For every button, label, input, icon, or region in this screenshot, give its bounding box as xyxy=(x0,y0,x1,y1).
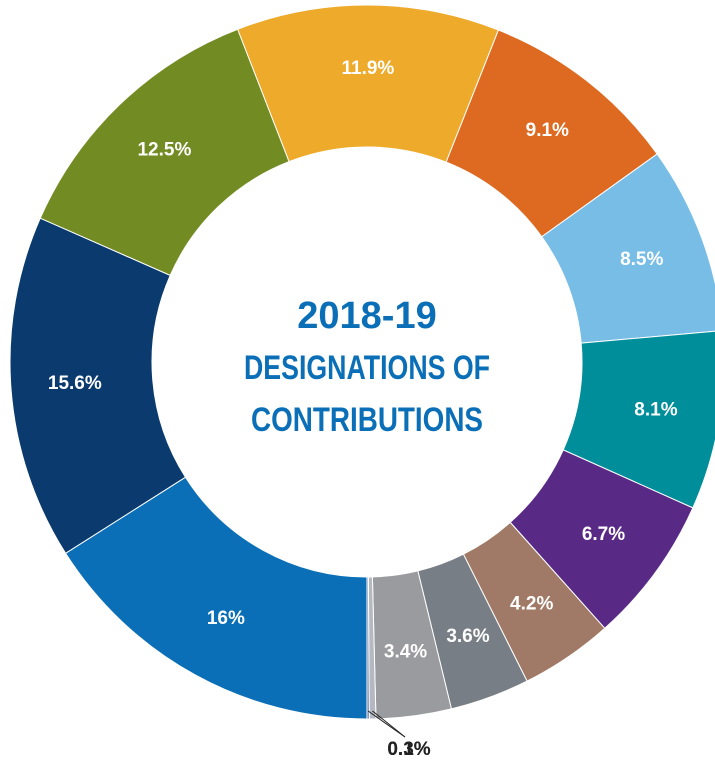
slice-label: 0.3% xyxy=(387,739,430,760)
slice-label: 16% xyxy=(207,608,245,629)
donut-slice xyxy=(64,476,368,720)
chart-title-line: 2018-19 xyxy=(297,295,436,337)
slice-label: 11.9% xyxy=(342,58,395,79)
donut-slice xyxy=(9,217,187,554)
slice-label: 4.2% xyxy=(510,593,553,614)
slice-label: 3.6% xyxy=(446,626,489,647)
slice-label: 3.4% xyxy=(384,641,427,662)
donut-slice xyxy=(541,153,715,344)
leader-line xyxy=(367,710,406,738)
slice-label: 15.6% xyxy=(48,373,102,394)
donut-slice xyxy=(366,576,370,720)
slice-label: 12.5% xyxy=(137,139,191,160)
slice-label: 8.5% xyxy=(620,249,663,270)
chart-title-line: CONTRIBUTIONS xyxy=(251,401,483,439)
chart-title-line: DESIGNATIONS OF xyxy=(244,349,490,387)
slice-label: 9.1% xyxy=(526,120,569,141)
slice-label: 6.7% xyxy=(582,524,625,545)
slice-label: 0.1% xyxy=(387,739,430,760)
slice-label: 8.1% xyxy=(634,400,677,421)
